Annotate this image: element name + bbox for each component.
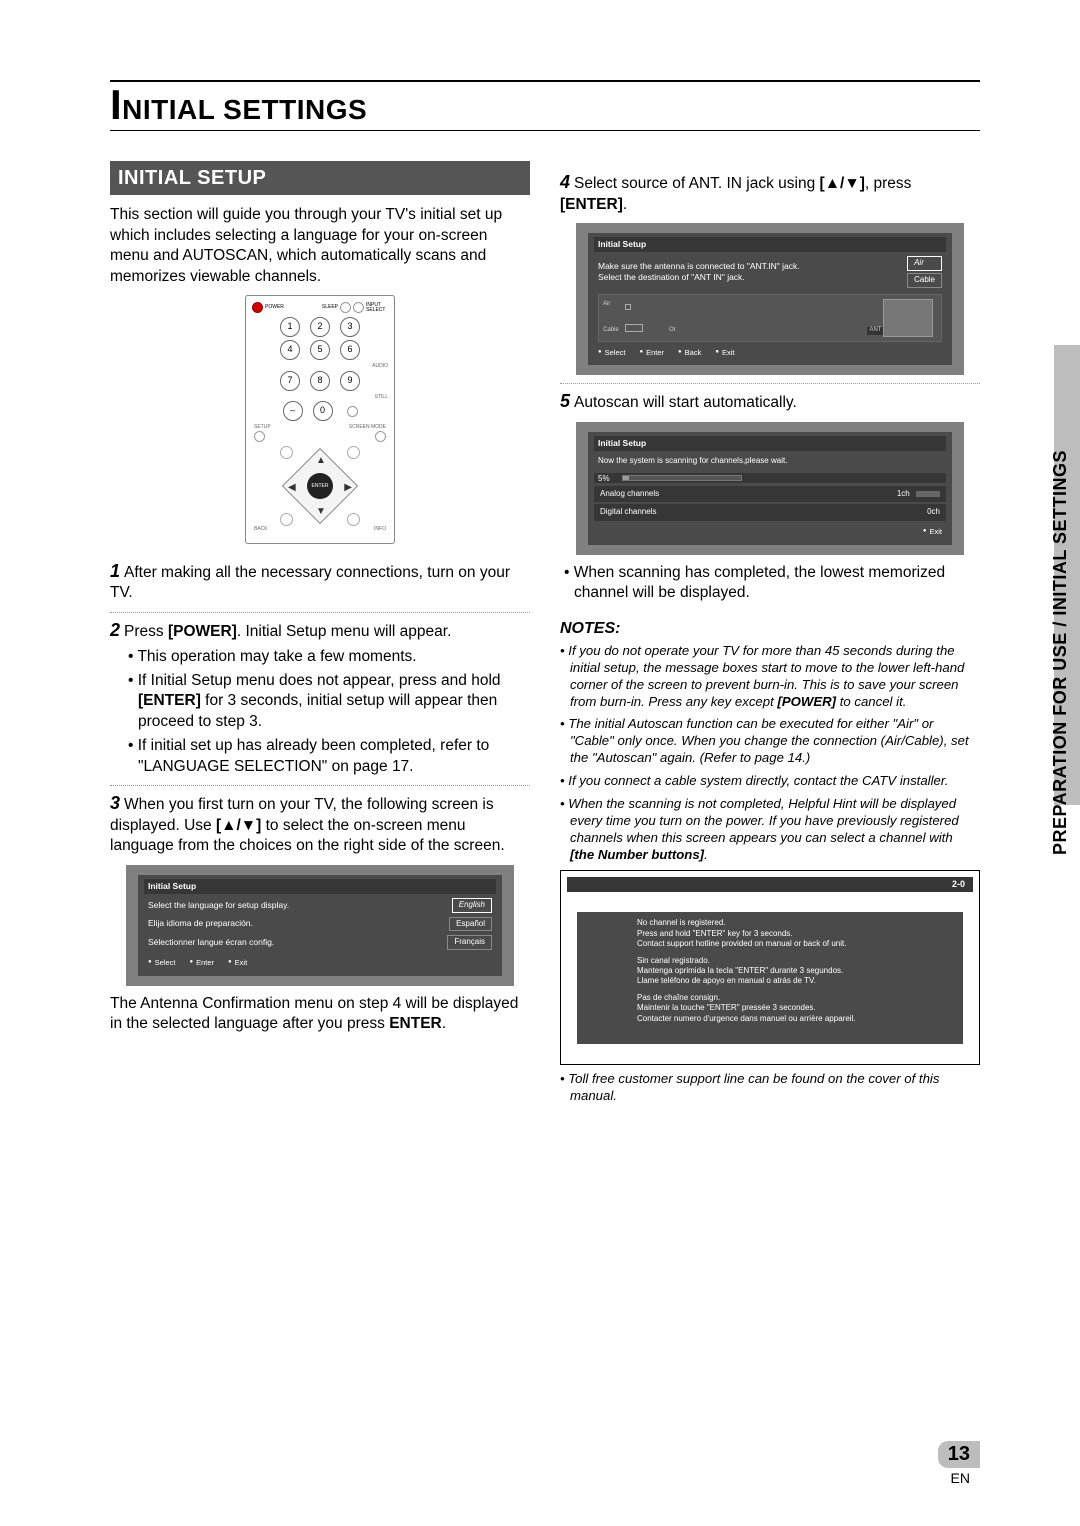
after-scan-text: • When scanning has completed, the lowes… — [564, 563, 980, 604]
after-lang-text: The Antenna Confirmation menu on step 4 … — [110, 994, 530, 1035]
intro-text: This section will guide you through your… — [110, 205, 530, 287]
note-last: • Toll free customer support line can be… — [560, 1071, 980, 1105]
note-2: • The initial Autoscan function can be e… — [560, 716, 980, 767]
autoscan-screen: Initial Setup Now the system is scanning… — [576, 422, 964, 555]
step-2: 2Press [POWER]. Initial Setup menu will … — [110, 612, 530, 777]
notes-heading: NOTES: — [560, 618, 980, 639]
side-label: PREPARATION FOR USE / INITIAL SETTINGS — [1050, 450, 1071, 855]
step-5: 5Autoscan will start automatically. — [560, 383, 980, 414]
language-screen: Initial Setup Select the language for se… — [126, 865, 514, 986]
page-title: INITIAL SETTINGS — [110, 88, 980, 126]
page-footer: 13 EN — [938, 1441, 980, 1486]
step-4: 4Select source of ANT. IN jack using [▲/… — [560, 165, 980, 215]
step-3: 3When you first turn on your TV, the fol… — [110, 785, 530, 857]
antenna-screen: Initial Setup Make sure the antenna is c… — [576, 223, 964, 375]
remote-illustration: POWER SLEEPINPUT SELECT 123 456 AUDIO 78… — [245, 295, 395, 543]
step-1: 1After making all the necessary connecti… — [110, 554, 530, 604]
note-4: • When the scanning is not completed, He… — [560, 796, 980, 864]
hint-screen-frame: 2-0 No channel is registered.Press and h… — [560, 870, 980, 1065]
section-heading: INITIAL SETUP — [110, 161, 530, 195]
note-1: • If you do not operate your TV for more… — [560, 643, 980, 711]
note-3: • If you connect a cable system directly… — [560, 773, 980, 790]
